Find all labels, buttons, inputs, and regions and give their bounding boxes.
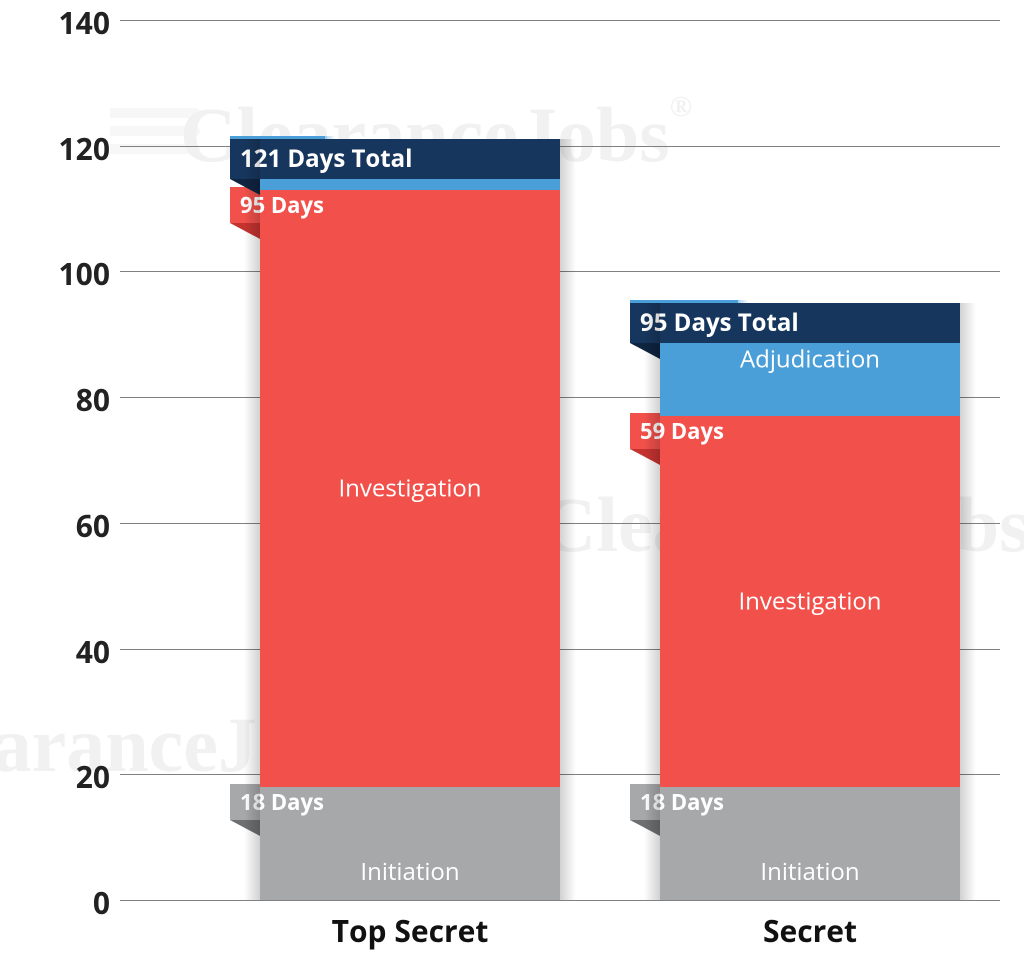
segment-investigation: Investigation59 Days bbox=[660, 416, 960, 787]
chart-container: ClearanceJobs® ClearanceJobs® ClearanceJ… bbox=[40, 20, 1000, 960]
y-tick-label: 20 bbox=[40, 756, 110, 797]
bar-shadow bbox=[244, 139, 260, 900]
segment-label: Adjudication bbox=[660, 343, 960, 376]
segment-label: Initiation bbox=[660, 855, 960, 888]
y-tick-label: 80 bbox=[40, 379, 110, 420]
y-tick-label: 60 bbox=[40, 505, 110, 546]
y-tick-label: 120 bbox=[40, 128, 110, 169]
y-tick-label: 40 bbox=[40, 631, 110, 672]
segment-initiation: Initiation18 Days bbox=[260, 787, 560, 900]
bar-shadow bbox=[644, 303, 660, 900]
segment-label: Investigation bbox=[260, 472, 560, 505]
y-tick-label: 0 bbox=[40, 882, 110, 923]
plot-area: Initiation18 DaysInvestigation95 DaysAdj… bbox=[120, 20, 1000, 900]
y-tick-label: 100 bbox=[40, 253, 110, 294]
segment-initiation: Initiation18 Days bbox=[660, 787, 960, 900]
bar-shadow bbox=[960, 303, 976, 900]
gridline bbox=[120, 20, 1000, 21]
segment-label: Initiation bbox=[260, 855, 560, 888]
segment-label: Investigation bbox=[660, 585, 960, 618]
segment-total-header: 95 Days Total bbox=[660, 303, 960, 343]
x-category-label: Secret bbox=[660, 910, 960, 951]
segment-total-header: 121 Days Total bbox=[260, 139, 560, 179]
x-category-label: Top Secret bbox=[260, 910, 560, 951]
bar-top-secret: Initiation18 DaysInvestigation95 DaysAdj… bbox=[260, 139, 560, 900]
y-tick-label: 140 bbox=[40, 2, 110, 43]
bar-shadow bbox=[560, 139, 576, 900]
segment-investigation: Investigation95 Days bbox=[260, 190, 560, 787]
bar-secret: Initiation18 DaysInvestigation59 Days Adj… bbox=[660, 303, 960, 900]
gridline bbox=[120, 900, 1000, 901]
